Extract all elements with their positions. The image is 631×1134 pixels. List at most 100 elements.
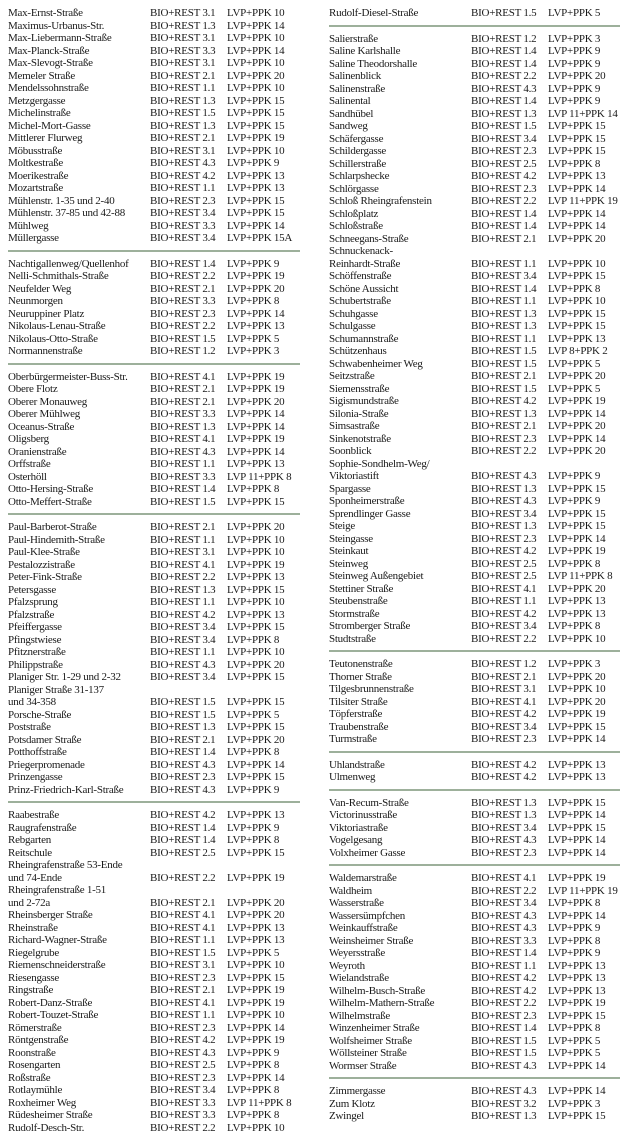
lvp-ppk-schedule: LVP+PPK 19 [227,132,284,145]
lvp-ppk-schedule: LVP+PPK 19 [227,1034,284,1047]
bio-rest-schedule: BIO+REST 2.3 [150,972,227,985]
bio-rest-schedule: BIO+REST 1.5 [471,7,548,20]
lvp-ppk-schedule: LVP+PPK 13 [548,595,605,608]
bio-rest-schedule: BIO+REST 2.3 [471,433,548,446]
bio-rest-schedule: BIO+REST 4.3 [471,495,548,508]
street-name: Steingasse [329,533,471,546]
lvp-ppk-schedule: LVP+PPK 14 [548,208,605,221]
bio-rest-schedule: BIO+REST 2.2 [471,445,548,458]
lvp-ppk-schedule: LVP+PPK 13 [548,960,605,973]
street-name: Nelli-Schmithals-Straße [8,270,150,283]
section-divider [329,751,620,753]
lvp-ppk-schedule: LVP+PPK 10 [227,57,284,70]
lvp-ppk-schedule: LVP+PPK 8 [548,1022,600,1035]
street-name: Zimmergasse [329,1085,471,1098]
street-name: Pestalozzistraße [8,559,150,572]
street-name: Sophie-Sondhelm-Weg/ Viktoriastift [329,458,471,483]
lvp-ppk-schedule: LVP+PPK 19 [227,984,284,997]
bio-rest-schedule: BIO+REST 1.4 [150,483,227,496]
lvp-ppk-schedule: LVP+PPK 9 [227,784,279,797]
bio-rest-schedule: BIO+REST 3.4 [150,1084,227,1097]
lvp-ppk-schedule: LVP+PPK 9 [227,258,279,271]
section-divider [329,864,620,866]
bio-rest-schedule: BIO+REST 1.1 [471,960,548,973]
bio-rest-schedule: BIO+REST 2.2 [150,571,227,584]
lvp-ppk-schedule: LVP+PPK 8 [548,897,600,910]
bio-rest-schedule: BIO+REST 4.3 [150,1047,227,1060]
street-name: Oberer Mühlweg [8,408,150,421]
street-name: Planiger Str. 1-29 und 2-32 [8,671,150,684]
street-name: Salinental [329,95,471,108]
lvp-ppk-schedule: LVP+PPK 14 [548,809,605,822]
street-name: Osterhöll [8,471,150,484]
bio-rest-schedule: BIO+REST 1.5 [150,107,227,120]
street-name: Seitzstraße [329,370,471,383]
bio-rest-schedule: BIO+REST 2.1 [150,283,227,296]
bio-rest-schedule: BIO+REST 4.3 [471,834,548,847]
lvp-ppk-schedule: LVP+PPK 15 [548,1010,605,1023]
lvp-ppk-schedule: LVP+PPK 14 [548,1060,605,1073]
lvp-ppk-schedule: LVP+PPK 5 [548,7,600,20]
street-name: Rheinsberger Straße [8,909,150,922]
street-name: Siemensstraße [329,383,471,396]
street-name: Schillerstraße [329,158,471,171]
bio-rest-schedule: BIO+REST 1.5 [150,696,227,709]
bio-rest-schedule: BIO+REST 1.1 [471,258,548,271]
street-name: Moerikestraße [8,170,150,183]
bio-rest-schedule: BIO+REST 2.3 [150,1022,227,1035]
street-name: Winzenheimer Straße [329,1022,471,1035]
lvp-ppk-schedule: LVP+PPK 9 [548,922,600,935]
street-name: Mühlenstr. 37-85 und 42-88 [8,207,150,220]
street-name: Porsche-Straße [8,709,150,722]
section-divider [329,650,620,652]
street-name: Raugrafenstraße [8,822,150,835]
lvp-ppk-schedule: LVP+PPK 14 [227,1072,284,1085]
bio-rest-schedule: BIO+REST 2.1 [150,70,227,83]
street-name: Mühlenstr. 1-35 und 2-40 [8,195,150,208]
lvp-ppk-schedule: LVP+PPK 9 [548,495,600,508]
bio-rest-schedule: BIO+REST 1.1 [150,1009,227,1022]
lvp-ppk-schedule: LVP+PPK 15A [227,232,292,245]
street-name: Max-Liebermann-Straße [8,32,150,45]
lvp-ppk-schedule: LVP+PPK 13 [548,608,605,621]
lvp-ppk-schedule: LVP+PPK 9 [227,822,279,835]
lvp-ppk-schedule: LVP+PPK 19 [548,395,605,408]
bio-rest-schedule: BIO+REST 2.2 [150,320,227,333]
lvp-ppk-schedule: LVP 11+PPK 19 [548,195,618,208]
bio-rest-schedule: BIO+REST 4.2 [471,545,548,558]
street-name: Oberbürgermeister-Buss-Str. [8,371,150,384]
street-name: Traubenstraße [329,721,471,734]
lvp-ppk-schedule: LVP+PPK 8 [548,283,600,296]
lvp-ppk-schedule: LVP+PPK 19 [548,872,605,885]
lvp-ppk-schedule: LVP+PPK 20 [227,521,284,534]
lvp-ppk-schedule: LVP+PPK 5 [548,358,600,371]
street-name: Wilhelm-Mathern-Straße [329,997,471,1010]
